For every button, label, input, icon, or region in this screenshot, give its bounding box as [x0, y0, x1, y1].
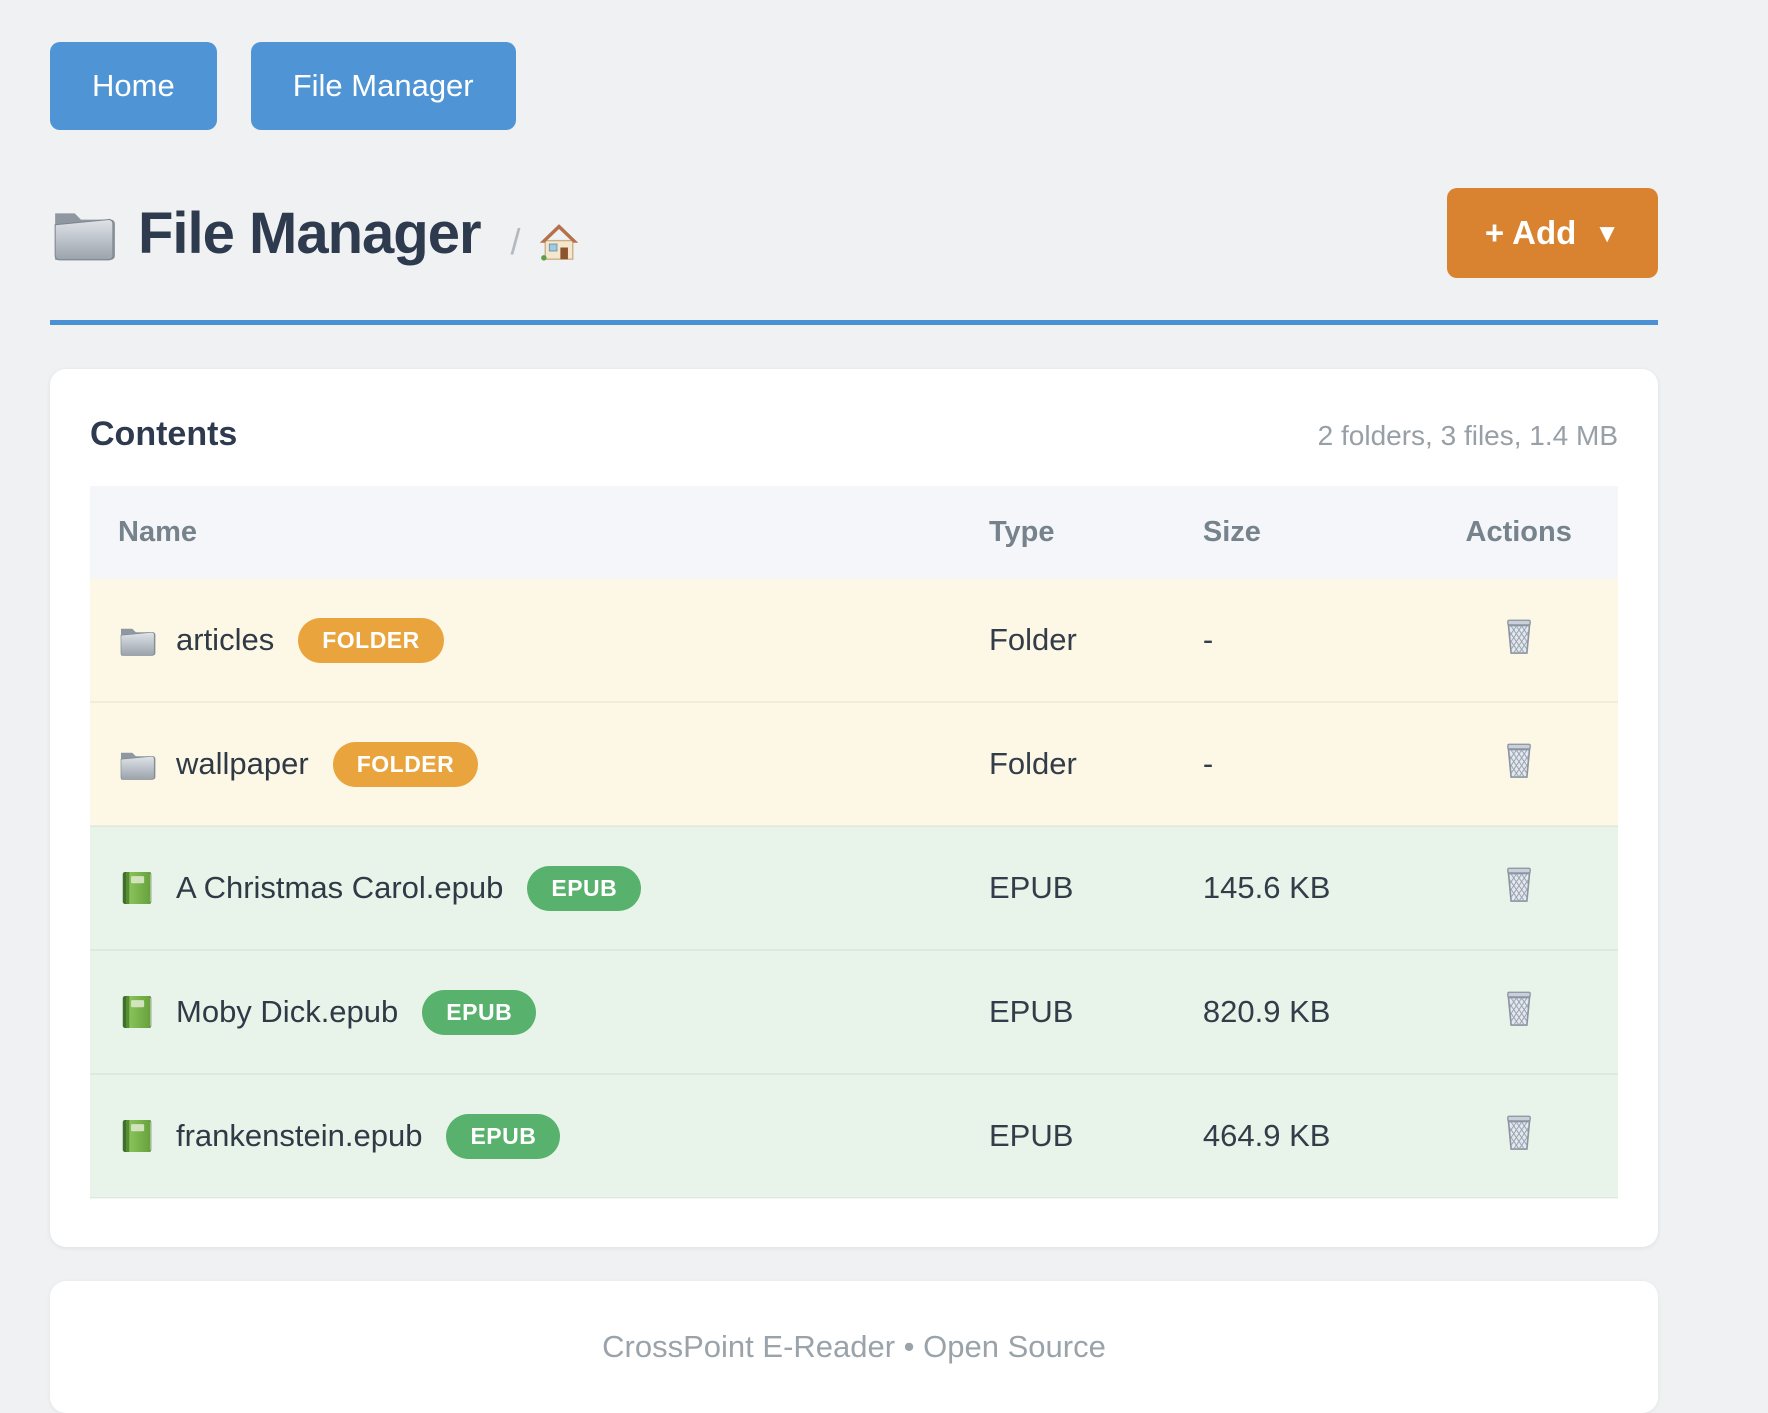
type-badge: FOLDER [332, 741, 479, 787]
trash-icon [1498, 987, 1540, 1029]
file-name[interactable]: A Christmas Carol.epub [176, 870, 504, 905]
trash-icon [1498, 1111, 1540, 1153]
add-button-label: + Add [1484, 214, 1577, 251]
table-row: articles FOLDER Folder - [90, 579, 1618, 703]
file-size: 820.9 KB [1174, 950, 1420, 1075]
file-size: 145.6 KB [1174, 826, 1420, 951]
file-name[interactable]: articles [176, 622, 275, 657]
book-icon [118, 869, 156, 907]
delete-button[interactable] [1498, 615, 1540, 657]
breadcrumb: / [511, 202, 581, 264]
type-badge: EPUB [527, 865, 642, 911]
type-badge: EPUB [446, 1113, 561, 1159]
file-size: - [1174, 579, 1420, 703]
file-type: Folder [960, 702, 1175, 827]
column-header-actions: Actions [1419, 486, 1618, 579]
column-header-type: Type [960, 486, 1175, 579]
file-type: Folder [960, 579, 1175, 703]
footer-text: CrossPoint E-Reader • Open Source [602, 1329, 1106, 1364]
chevron-down-icon: ▼ [1594, 217, 1620, 248]
title-underline [50, 320, 1658, 325]
folder-icon [118, 745, 156, 783]
type-badge: FOLDER [298, 617, 444, 663]
column-header-size: Size [1174, 486, 1420, 579]
trash-icon [1498, 863, 1540, 905]
table-row: frankenstein.epub EPUB EPUB 464.9 KB [90, 1074, 1618, 1199]
contents-card-header: Contents 2 folders, 3 files, 1.4 MB [90, 415, 1618, 454]
delete-button[interactable] [1498, 863, 1540, 905]
contents-table: Name Type Size Actions articles FOLDER F… [90, 486, 1618, 1199]
contents-table-body: articles FOLDER Folder - wallpaper FOLDE… [90, 579, 1618, 1199]
breadcrumb-separator: / [510, 221, 521, 262]
delete-button[interactable] [1498, 987, 1540, 1029]
page-header: File Manager / + Add ▼ [50, 188, 1658, 278]
table-row: A Christmas Carol.epub EPUB EPUB 145.6 K… [90, 826, 1618, 951]
table-header-row: Name Type Size Actions [90, 486, 1618, 579]
nav-button-file-manager[interactable]: File Manager [250, 42, 516, 130]
contents-summary: 2 folders, 3 files, 1.4 MB [1317, 420, 1618, 451]
file-size: 464.9 KB [1174, 1074, 1420, 1199]
table-row: Moby Dick.epub EPUB EPUB 820.9 KB [90, 950, 1618, 1075]
column-header-name: Name [90, 486, 961, 579]
top-nav: Home File Manager [50, 42, 1658, 130]
file-type: EPUB [960, 1074, 1175, 1199]
folder-icon [118, 621, 156, 659]
file-type: EPUB [960, 826, 1175, 951]
trash-icon [1498, 615, 1540, 657]
book-icon [118, 993, 156, 1031]
contents-card: Contents 2 folders, 3 files, 1.4 MB Name… [50, 369, 1658, 1247]
table-row: wallpaper FOLDER Folder - [90, 702, 1618, 827]
file-name[interactable]: Moby Dick.epub [176, 994, 399, 1029]
file-name[interactable]: frankenstein.epub [176, 1118, 423, 1153]
nav-button-home[interactable]: Home [50, 42, 217, 130]
file-name[interactable]: wallpaper [176, 746, 309, 781]
file-type: EPUB [960, 950, 1175, 1075]
type-badge: EPUB [422, 989, 537, 1035]
trash-icon [1498, 739, 1540, 781]
book-icon [118, 1117, 156, 1155]
file-size: - [1174, 702, 1420, 827]
folder-icon [50, 200, 116, 266]
title-wrap: File Manager / [50, 200, 581, 267]
add-button[interactable]: + Add ▼ [1446, 188, 1658, 278]
house-icon[interactable] [537, 220, 581, 264]
contents-heading: Contents [90, 415, 238, 453]
delete-button[interactable] [1498, 1111, 1540, 1153]
footer: CrossPoint E-Reader • Open Source [50, 1281, 1658, 1413]
delete-button[interactable] [1498, 739, 1540, 781]
page-title: File Manager [138, 200, 482, 266]
